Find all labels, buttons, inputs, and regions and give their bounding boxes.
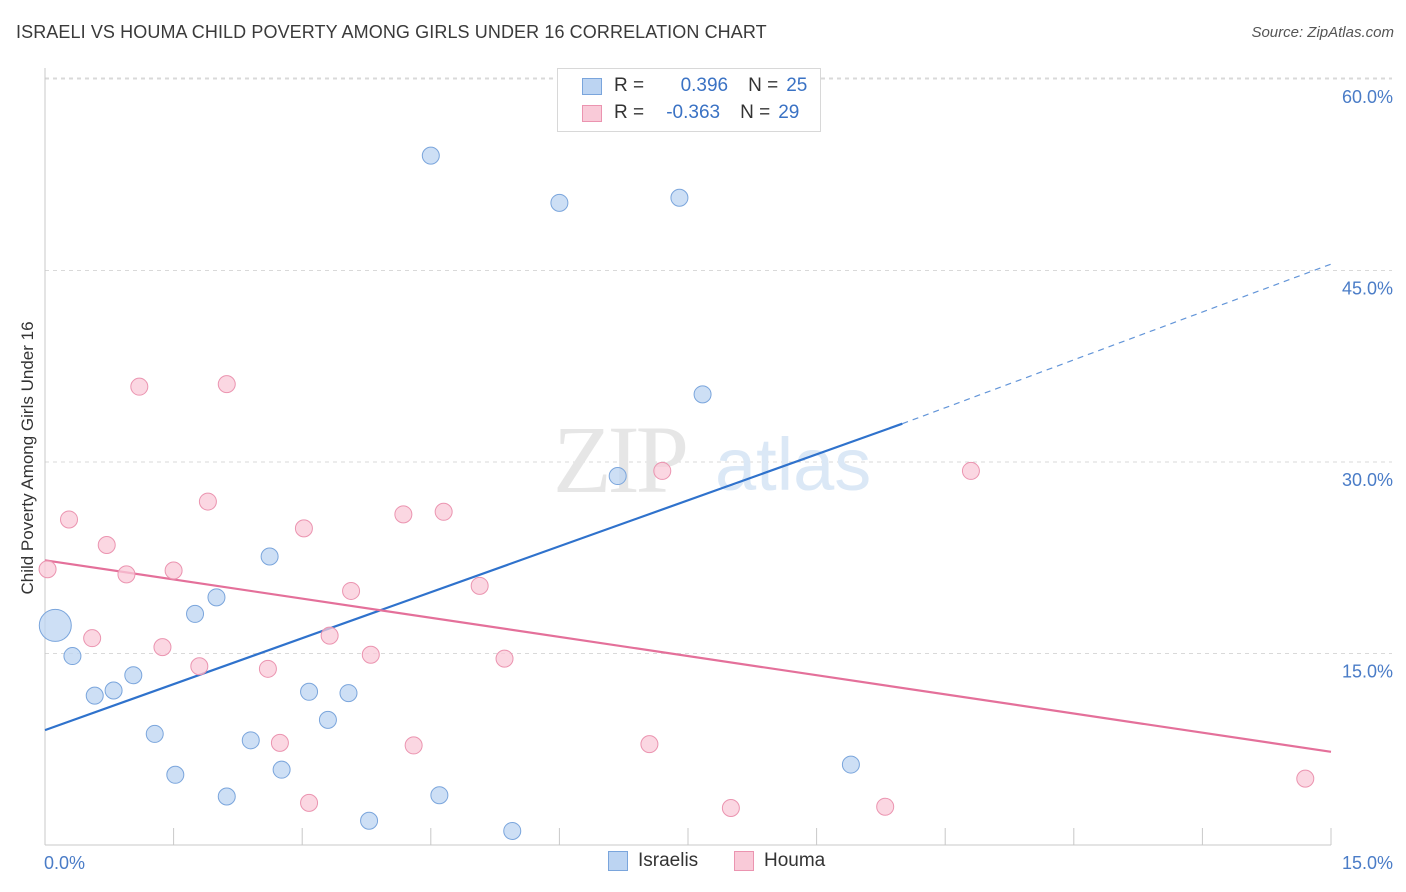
x-tick-labels: 0.0% 15.0% <box>44 853 1393 873</box>
houma-point <box>270 733 289 752</box>
houma-point <box>164 561 183 580</box>
israelis-swatch <box>582 77 602 95</box>
houma-point <box>404 736 423 755</box>
houma-point <box>320 626 339 645</box>
y-tick-label: 45.0% <box>1342 279 1393 299</box>
israelis-point <box>339 684 358 703</box>
israelis-point <box>430 786 449 805</box>
israelis-point <box>360 811 379 830</box>
israelis-point <box>145 724 164 743</box>
y-tick-labels: 15.0% 30.0% 45.0% 60.0% <box>1342 87 1393 682</box>
houma-point <box>342 581 361 600</box>
houma-point <box>117 565 136 584</box>
israelis-point <box>693 385 712 404</box>
houma-point <box>60 510 79 529</box>
series-legend: Israelis Houma <box>0 850 1406 878</box>
israelis-point <box>166 765 185 784</box>
israelis-point <box>550 193 569 212</box>
houma-point <box>640 735 659 754</box>
israelis-point <box>421 146 440 165</box>
r-value-houma: -0.363 <box>666 102 721 123</box>
houma-point <box>876 797 895 816</box>
israelis-point <box>104 681 123 700</box>
y-tick-label: 15.0% <box>1342 662 1393 682</box>
israelis-point <box>63 647 82 666</box>
houma-point <box>495 649 514 668</box>
israelis-legend-label: Israelis <box>638 850 699 871</box>
israelis-point <box>503 821 522 840</box>
houma-point <box>294 519 313 538</box>
trend-lines <box>44 263 1332 753</box>
israelis-trend-extension <box>902 263 1332 425</box>
israelis-point <box>186 604 205 623</box>
n-value-houma: 29 <box>778 102 800 123</box>
legend-item-houma[interactable]: Houma <box>734 850 825 872</box>
houma-point <box>721 798 740 817</box>
chart-title: ISRAELI VS HOUMA CHILD POVERTY AMONG GIR… <box>16 22 767 42</box>
watermark: ZIP atlas <box>553 406 871 513</box>
axes <box>44 68 1332 846</box>
israelis-point <box>124 666 143 685</box>
grid-lines <box>45 77 1392 654</box>
houma-legend-swatch <box>734 851 754 871</box>
houma-point <box>653 461 672 480</box>
israelis-point <box>241 731 260 750</box>
israelis-point <box>260 547 279 566</box>
houma-point <box>300 793 319 812</box>
source-label: Source: ZipAtlas.com <box>1251 24 1394 41</box>
houma-trend-line <box>44 559 1332 753</box>
houma-legend-label: Houma <box>764 850 826 871</box>
houma-point <box>198 492 217 511</box>
israelis-point <box>841 755 860 774</box>
houma-point <box>470 576 489 595</box>
houma-point <box>361 645 380 664</box>
israelis-point <box>217 787 236 806</box>
israelis-point <box>38 608 72 642</box>
houma-point <box>83 629 102 648</box>
watermark-zip: ZIP <box>553 406 686 513</box>
correlation-legend: R = 0.396 N = 25 R = -0.363 N = 29 <box>557 68 821 132</box>
houma-point <box>394 505 413 524</box>
houma-point <box>1296 769 1315 788</box>
houma-point <box>38 560 57 579</box>
y-axis-label: Child Poverty Among Girls Under 16 <box>18 321 37 594</box>
houma-point <box>153 638 172 657</box>
israelis-point <box>300 682 319 701</box>
houma-point <box>961 461 980 480</box>
israelis-point <box>670 188 689 207</box>
r-value-israelis: 0.396 <box>680 75 729 96</box>
legend-row-houma: R = -0.363 N = 29 <box>558 100 799 126</box>
data-points <box>38 146 1315 840</box>
israelis-trend-line <box>44 422 903 732</box>
israelis-point <box>608 467 627 486</box>
israelis-point <box>85 686 104 705</box>
israelis-point <box>318 710 337 729</box>
legend-item-israelis[interactable]: Israelis <box>608 850 698 872</box>
israelis-point <box>272 760 291 779</box>
israelis-point <box>207 588 226 607</box>
x-tick-label: 15.0% <box>1342 853 1393 873</box>
r-label: R = <box>614 102 645 123</box>
houma-point <box>434 502 453 521</box>
houma-point <box>97 535 116 554</box>
israelis-legend-swatch <box>608 851 628 871</box>
houma-swatch <box>582 104 602 122</box>
n-label: N = <box>748 75 779 96</box>
y-tick-label: 30.0% <box>1342 470 1393 490</box>
n-label: N = <box>740 102 771 123</box>
n-value-israelis: 25 <box>786 75 808 96</box>
houma-point <box>217 375 236 394</box>
y-tick-label: 60.0% <box>1342 87 1393 107</box>
houma-point <box>130 377 149 396</box>
houma-point <box>190 657 209 676</box>
legend-row-israelis: R = 0.396 N = 25 <box>558 73 807 99</box>
houma-point <box>258 659 277 678</box>
x-tick-label: 0.0% <box>44 853 85 873</box>
watermark-atlas: atlas <box>715 423 871 506</box>
r-label: R = <box>614 75 645 96</box>
